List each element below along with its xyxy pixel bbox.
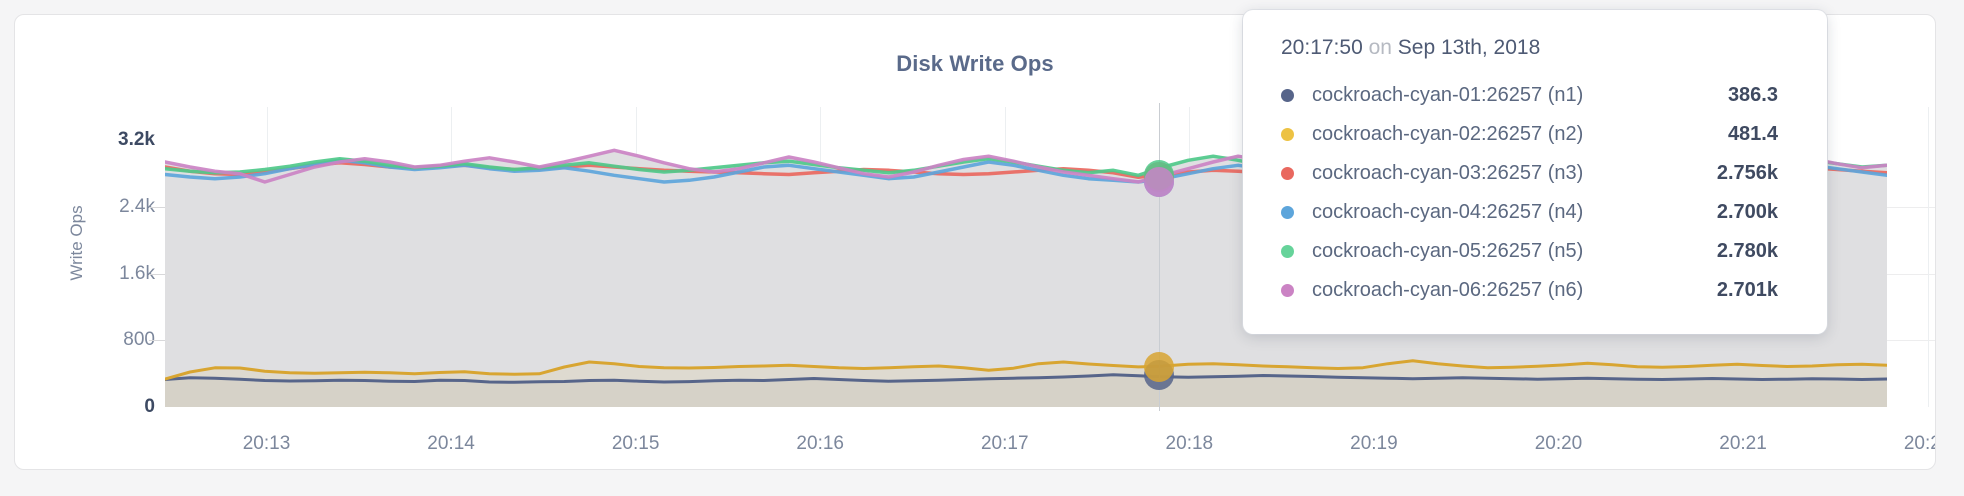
grid-line-vertical [1927, 107, 1929, 407]
series-color-dot-icon [1281, 284, 1294, 297]
tooltip-series-name: cockroach-cyan-05:26257 (n5) [1312, 240, 1584, 262]
tooltip-series-row: cockroach-cyan-06:26257 (n6) 2.701k [1281, 271, 1793, 310]
series-line [165, 359, 1887, 381]
series-color-dot-icon [1281, 128, 1294, 141]
tooltip-series-name: cockroach-cyan-01:26257 (n1) [1312, 84, 1584, 106]
series-color-dot-icon [1281, 206, 1294, 219]
tooltip-series-value: 2.700k [1716, 201, 1778, 223]
y-tick-label: 800 [123, 329, 155, 351]
x-tick-label: 20:15 [611, 433, 660, 454]
hover-marker-dot [1143, 351, 1174, 382]
x-tick-label: 20:13 [242, 433, 291, 454]
y-tick-label: 1.6k [119, 262, 155, 284]
tooltip-series-name: cockroach-cyan-06:26257 (n6) [1312, 279, 1584, 301]
series-area-n1 [165, 374, 1887, 407]
y-axis-ticks: 0 800 1.6k 2.4k 3.2k [45, 15, 155, 469]
tooltip-series-value: 2.701k [1716, 279, 1778, 301]
x-tick-label: 20:14 [427, 433, 475, 454]
tooltip-series-row: cockroach-cyan-04:26257 (n4) 2.700k [1281, 193, 1793, 232]
series-color-dot-icon [1281, 245, 1294, 258]
tooltip-on-word: on [1368, 36, 1392, 59]
x-tick-label: 20:21 [1719, 433, 1767, 454]
tooltip-series-name: cockroach-cyan-03:26257 (n3) [1312, 162, 1584, 184]
y-tick-mark [149, 273, 165, 275]
y-tick-mark [149, 340, 165, 342]
x-tick-label: 20:16 [796, 433, 844, 454]
series-color-dot-icon [1281, 167, 1294, 180]
series-color-dot-icon [1281, 89, 1294, 102]
tooltip-date: Sep 13th, 2018 [1397, 36, 1541, 59]
series-line [165, 373, 1887, 384]
tooltip-series-value: 481.4 [1727, 123, 1778, 145]
page-title: Disk Write Ops [896, 51, 1054, 76]
tooltip-series-row: cockroach-cyan-05:26257 (n5) 2.780k [1281, 232, 1793, 271]
tooltip-series-row: cockroach-cyan-01:26257 (n1) 386.3 [1281, 76, 1793, 115]
tooltip-timestamp: 20:17:50 on Sep 13th, 2018 [1281, 36, 1793, 60]
tooltip-series-value: 2.756k [1716, 162, 1778, 184]
tooltip-series-list: cockroach-cyan-01:26257 (n1) 386.3 cockroa… [1281, 76, 1793, 310]
tooltip-series-name: cockroach-cyan-02:26257 (n2) [1312, 123, 1584, 145]
y-tick-label: 2.4k [119, 196, 155, 217]
tooltip-series-row: cockroach-cyan-02:26257 (n2) 481.4 [1281, 115, 1793, 154]
x-tick-label: 20:17 [980, 433, 1029, 454]
x-tick-label: 20:22 [1903, 433, 1935, 454]
tooltip-series-value: 2.780k [1716, 240, 1778, 262]
x-tick-label: 20:20 [1534, 433, 1583, 454]
hover-crosshair [1158, 103, 1160, 411]
tooltip-series-value: 386.3 [1727, 84, 1778, 106]
x-tick-label: 20:18 [1165, 433, 1214, 454]
tooltip-series-name: cockroach-cyan-04:26257 (n4) [1312, 201, 1584, 223]
y-tick-label: 0 [144, 396, 155, 417]
y-tick-label: 3.2k [118, 129, 155, 151]
hover-marker-dot [1143, 166, 1174, 197]
tooltip-series-row: cockroach-cyan-03:26257 (n3) 2.756k [1281, 154, 1793, 193]
x-tick-label: 20:19 [1350, 433, 1398, 454]
hover-tooltip: 20:17:50 on Sep 13th, 2018 cockroach-cya… [1243, 10, 1827, 334]
tooltip-time: 20:17:50 [1281, 36, 1363, 59]
x-axis-ticks: 20:13 20:14 20:15 20:16 20:17 20:18 20:19 20:20… [15, 433, 1935, 463]
y-tick-mark [149, 207, 165, 208]
